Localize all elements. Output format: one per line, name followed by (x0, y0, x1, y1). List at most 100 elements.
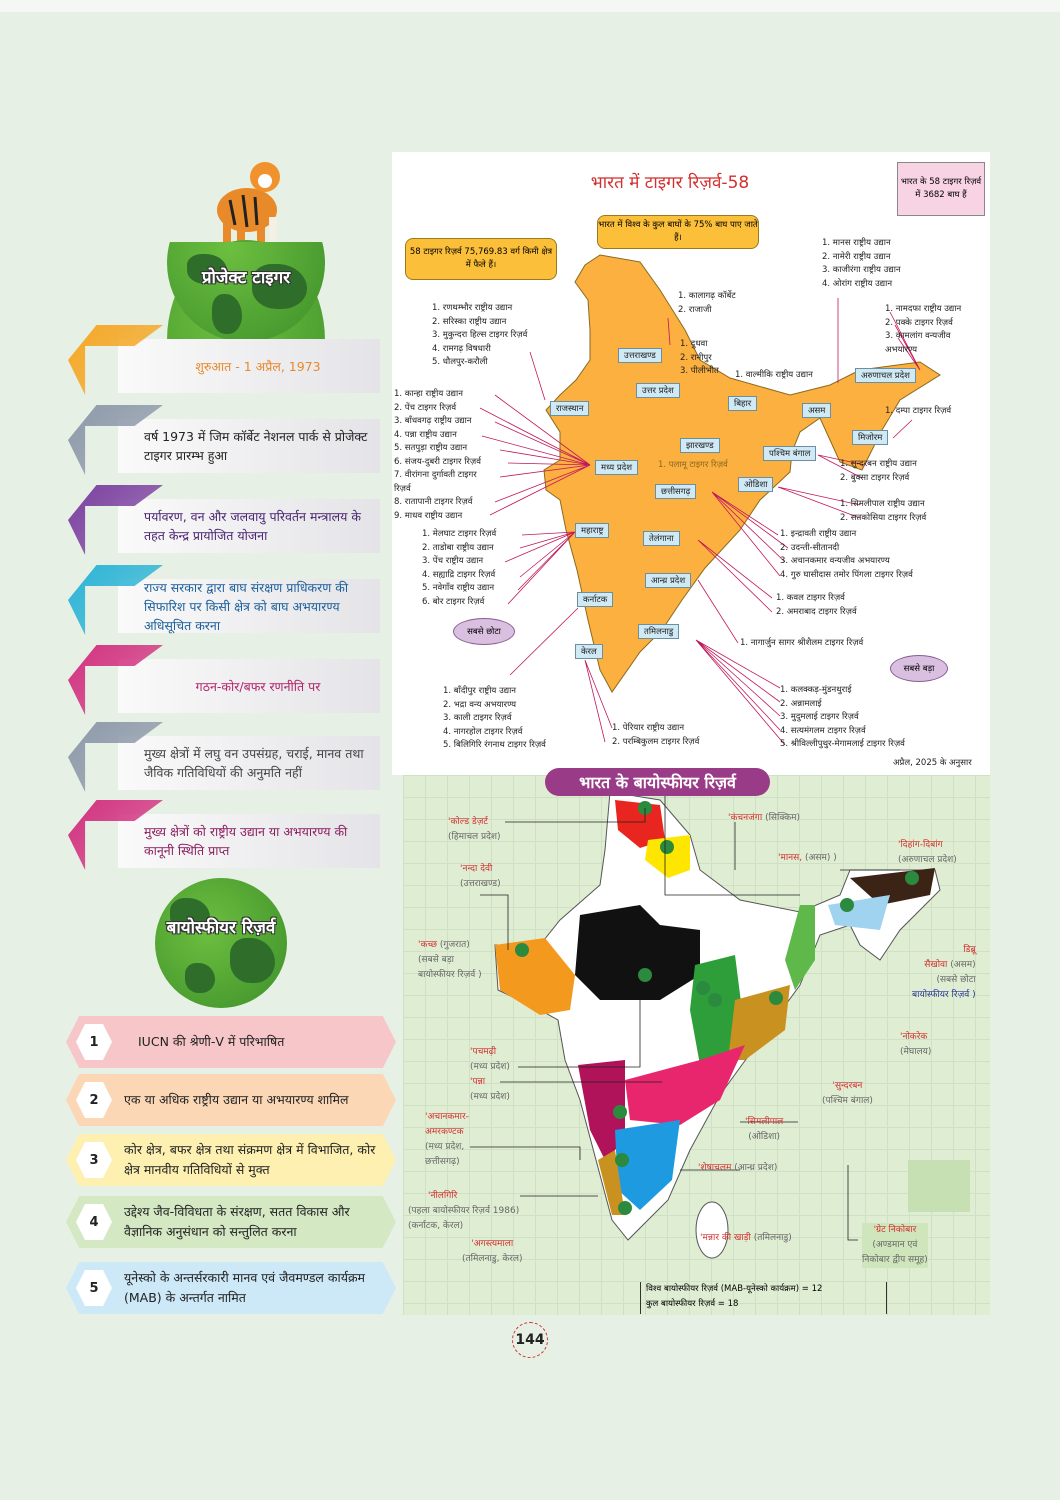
tiger-reserve-item: 1. कान्हा राष्ट्रीय उद्यान (394, 389, 463, 399)
label-nanda-devi: 'नन्दा देवी (उत्तराखण्ड) (460, 864, 501, 889)
state-label-odisha: ओडिशा (738, 477, 774, 492)
tiger-reserve-item: 3. मुदुमलाई टाइगर रिज़र्व (780, 712, 859, 722)
tiger-reserve-item: 3. मुकुन्दरा हिल्स टाइगर रिज़र्व (432, 330, 528, 340)
state-label-karnataka: कर्नाटक (577, 592, 614, 607)
tiger-reserve-item: 1. मानस राष्ट्रीय उद्यान (822, 238, 891, 248)
largest-callout: सबसे बड़ा (890, 655, 948, 682)
project-tiger-fact: राज्य सरकार द्वारा बाघ संरक्षण प्राधिकरण… (68, 565, 380, 635)
tiger-reserve-list-jharkhand: 1. पलामू टाइगर रिज़र्व (658, 459, 728, 473)
banner-text: मुख्य क्षेत्रों में लघु वन उपसंग्रह, चरा… (144, 746, 364, 780)
tiger-reserve-list-assam: 1. मानस राष्ट्रीय उद्यान 2. नामेरी राष्ट्… (822, 237, 901, 291)
region-gujarat (495, 938, 575, 1015)
label-agasthyamala: 'अगस्त्यमाला (तमिलनाडु, केरल) (462, 1239, 523, 1264)
tiger-reserve-list-chhattisgarh: 1. इन्द्रावती राष्ट्रीय उद्यान 2. उदन्ती-… (780, 528, 913, 582)
tiger-reserve-list-telangana: 1. कवल टाइगर रिज़र्व 2. अमराबाद टाइगर रिज… (776, 592, 857, 619)
pointer-arrows (479, 298, 921, 746)
tiger-reserve-item: 4. गुरु घासीदास तमोर पिंगला टाइगर रिज़र्… (780, 569, 913, 580)
biosphere-feature: 2 एक या अधिक राष्ट्रीय उद्यान या अभयारण्य… (66, 1074, 396, 1126)
tiger-reserve-item: 2. ताडोबा राष्ट्रीय उद्यान (422, 542, 494, 553)
tiger-reserve-item: 6. संजय-दुबरी टाइगर रिज़र्व (394, 456, 481, 467)
tiger-reserve-item: 3. काजीरंगा राष्ट्रीय उद्यान (822, 265, 901, 275)
banner-bar (118, 419, 380, 473)
tiger-reserve-item: 2. राजाजी (678, 304, 712, 315)
banner-bar (118, 499, 380, 553)
region-west-bengal (785, 905, 815, 990)
tiger-reserve-item: 9. माधव राष्ट्रीय उद्यान (394, 510, 463, 521)
tiger-reserve-item: 2. अन्नामलाई (780, 698, 822, 709)
tiger-reserve-item: 1. कालागढ़ कॉर्बेट (678, 291, 736, 301)
tiger-reserve-item: 3. पीलीभीत (680, 366, 719, 376)
label-sundarban: 'सुन्दरबन (पश्चिम बंगाल) (822, 1081, 873, 1106)
as-of-date: अप्रैल, 2025 के अनुसार (893, 758, 972, 768)
area-note: 58 टाइगर रिज़र्व 75,769.83 वर्ग किमी क्ष… (405, 238, 557, 280)
biosphere-feature: 5 यूनेस्को के अन्तर्सरकारी मानव एवं जैवमण… (66, 1262, 396, 1314)
label-achanakmar: 'अचानकमार- अमरकण्टक (मध्य प्रदेश, छत्तीसगढ़… (425, 1112, 469, 1167)
banner-text: पर्यावरण, वन और जलवायु परिवर्तन मन्त्राल… (144, 509, 361, 543)
banner-bar (118, 579, 380, 633)
label-gulf-of-mannar: 'मन्नार की खाड़ी (तमिलनाडु) (700, 1233, 792, 1243)
state-label-assam: असम (802, 403, 832, 418)
state-label-mizoram: मिजोरम (852, 430, 889, 445)
total-biosphere-count: कुल बायोस्फीयर रिज़र्व = 18 (646, 1299, 739, 1309)
tiger-reserve-item: 6. बोर टाइगर रिज़र्व (422, 596, 485, 607)
biosphere-feature: 3 कोर क्षेत्र, बफर क्षेत्र तथा संक्रमण क्… (66, 1134, 396, 1186)
tiger-reserve-item: 8. रातापानी टाइगर रिज़र्व (394, 497, 473, 507)
tiger-reserve-item: 1. रणथम्भौर राष्ट्रीय उद्यान (432, 303, 513, 313)
tiger-reserve-item: 1. नागार्जुन सागर श्रीशैलम टाइगर रिज़र्व (740, 638, 864, 648)
label-great-nicobar: 'ग्रेट निकोबार (अण्डमान एवं निकोबार द्वीप … (862, 1223, 928, 1268)
tiger-reserve-item: 3. बाँधवगढ़ राष्ट्रीय उद्यान (394, 416, 472, 426)
banner-text: मुख्य क्षेत्रों को राष्ट्रीय उद्यान या अ… (144, 824, 348, 858)
tiger-reserve-list-west-bengal: 1. सुन्दरबन राष्ट्रीय उद्यान 2. बुक्सा टा… (840, 458, 917, 485)
state-label-chhattisgarh: छत्तीसगढ़ (655, 484, 697, 499)
tiger-reserve-item: 2. रानीपुर (680, 352, 712, 363)
feature-number-badge: 3 (76, 1142, 112, 1178)
label-panna: 'पन्ना (मध्य प्रदेश) (470, 1077, 510, 1102)
andaman-inset (908, 1160, 970, 1212)
top-strip (0, 0, 1060, 12)
state-label-uttarakhand: उत्तराखण्ड (618, 348, 662, 363)
feature-text: IUCN की श्रेणी-V में परिभाषित (138, 1034, 285, 1049)
tiger-reserve-item: 4. रामगढ़ विषधारी (432, 343, 491, 354)
feature-number-badge: 5 (76, 1270, 112, 1306)
tiger-reserve-list-arunachal: 1. नामदफा राष्ट्रीय उद्यान 2. पक्के टाइगर… (885, 303, 961, 357)
biosphere-feature: 4 उद्देश्य जैव-विविधता के संरक्षण, सतत वि… (66, 1196, 396, 1248)
region-kerala (598, 1150, 625, 1215)
tiger-reserve-item: 4. पन्ना राष्ट्रीय उद्यान (394, 429, 457, 440)
tiger-reserve-item: 5. श्रीविल्लीपुथुर-मेगामलाई टाइगर रिज़र्… (780, 739, 905, 749)
tiger-reserve-item: 4. सत्यमंगलम टाइगर रिज़र्व (780, 725, 866, 736)
tiger-reserve-item: 1. नामदफा राष्ट्रीय उद्यान (885, 304, 962, 314)
project-tiger-fact: मुख्य क्षेत्रों में लघु वन उपसंग्रह, चरा… (68, 722, 380, 792)
tiger-reserve-list-odisha: 1. सिमलीपाल राष्ट्रीय उद्यान 2. सतकोसिया … (840, 498, 926, 525)
biosphere-summary: विश्व बायोस्फीयर रिज़र्व (MAB-यूनेस्को क… (640, 1282, 887, 1314)
sri-lanka (695, 1201, 729, 1259)
tiger-reserve-item: 2. अमराबाद टाइगर रिज़र्व (776, 606, 857, 617)
tiger-reserve-item: 3. अचानकमार वन्यजीव अभयारण्य (780, 556, 890, 566)
feature-number-badge: 2 (76, 1082, 112, 1118)
leader-lines (470, 792, 900, 1241)
india-outline (543, 254, 941, 693)
label-seshachalam: 'शेषाचलम (आन्ध्र प्रदेश) (698, 1163, 778, 1173)
tiger-reserve-list-uttar-pradesh: 1. दुधवा 2. रानीपुर 3. पीलीभीत (680, 338, 719, 379)
banner-text: वर्ष 1973 में जिम कॉर्बेट नेशनल पार्क से… (144, 429, 368, 463)
tiger-reserve-item: 2. सरिस्का राष्ट्रीय उद्यान (432, 316, 507, 327)
state-label-arunachal: अरुणाचल प्रदेश (855, 368, 916, 383)
tiger-reserve-item: 1. पलामू टाइगर रिज़र्व (658, 460, 728, 470)
tiger-reserve-item: 5. नवेगाँव राष्ट्रीय उद्यान (422, 583, 495, 593)
tiger-reserve-item: 1. इन्द्रावती राष्ट्रीय उद्यान (780, 529, 857, 539)
feature-number-badge: 4 (76, 1204, 112, 1240)
biosphere-tree-markers (515, 801, 919, 1215)
label-simlipal: 'सिमलीपाल (ओडिशा) (745, 1117, 784, 1142)
project-tiger-fact: शुरुआत - 1 अप्रैल, 1973 (68, 325, 380, 395)
tiger-reserve-item: 4. ओरांग राष्ट्रीय उद्यान (822, 278, 893, 289)
tiger-reserve-item: 1. वाल्मीकि राष्ट्रीय उद्यान (735, 370, 813, 380)
smallest-callout: सबसे छोटा (453, 618, 515, 645)
tiger-reserve-item: 2. परम्बिकुलम टाइगर रिज़र्व (612, 736, 700, 747)
tiger-reserve-item: 1. दुधवा (680, 339, 708, 349)
tiger-reserve-item: रिज़र्व (394, 483, 411, 494)
banner-bar (118, 339, 380, 393)
region-uttarakhand (645, 835, 690, 878)
state-label-rajasthan: राजस्थान (550, 401, 590, 416)
state-label-madhya-pradesh: मध्य प्रदेश (595, 460, 639, 475)
region-tamil-nadu (615, 1120, 680, 1210)
tiger-illustration (205, 155, 290, 255)
